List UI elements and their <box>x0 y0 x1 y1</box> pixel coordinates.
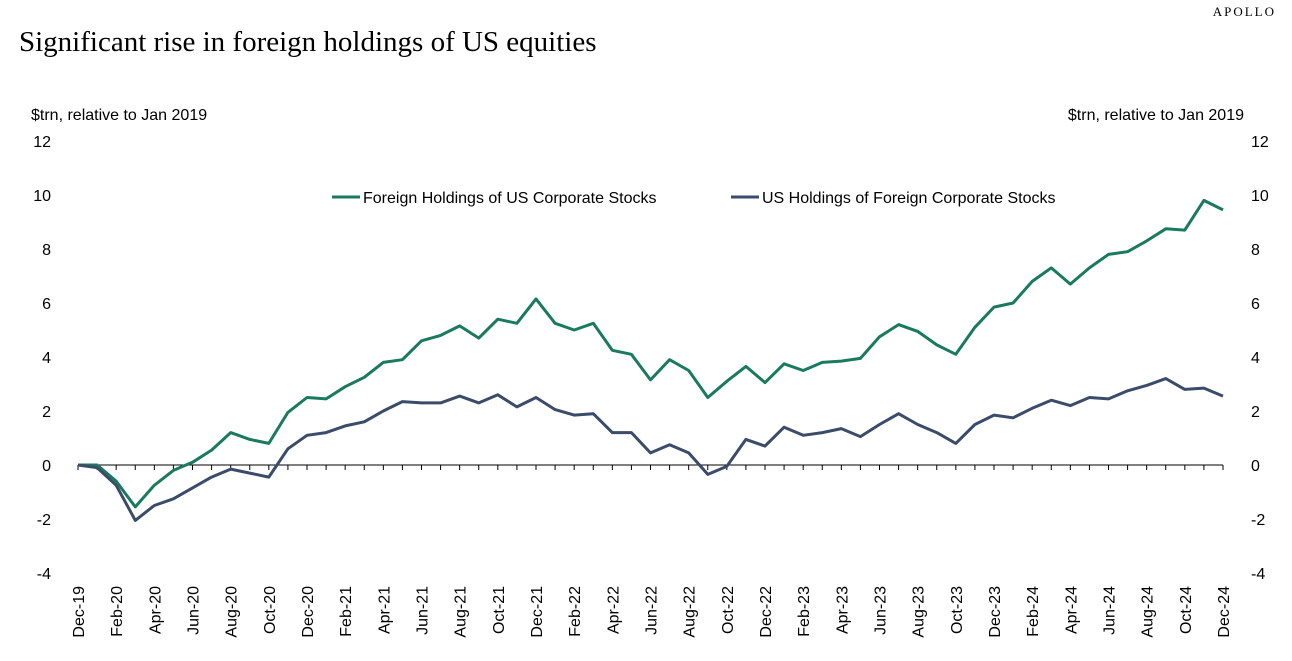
x-tick-label: Feb-23 <box>796 586 813 637</box>
series-line-2 <box>77 377 1224 522</box>
x-tick-label: Dec-20 <box>300 586 317 638</box>
legend-label: Foreign Holdings of US Corporate Stocks <box>363 190 656 207</box>
y-tick-label-right: 6 <box>1251 296 1260 313</box>
x-tick-label: Jun-21 <box>415 586 432 635</box>
x-tick-label: Dec-21 <box>529 586 546 638</box>
x-tick-label: Jun-22 <box>644 586 661 635</box>
x-tick-label: Oct-22 <box>720 586 737 634</box>
y-tick-label-right: 8 <box>1251 242 1260 259</box>
x-tick-label: Oct-21 <box>491 586 508 634</box>
x-tick-label: Apr-22 <box>605 586 622 634</box>
x-tick-label: Feb-20 <box>109 586 126 637</box>
x-tick-label: Aug-23 <box>911 586 928 638</box>
y-tick-label-left: 6 <box>42 296 51 313</box>
brand-logo: APOLLO <box>1212 4 1276 19</box>
x-tick-label: Aug-22 <box>682 586 699 638</box>
x-tick-label: Oct-20 <box>262 586 279 634</box>
x-tick-label: Jun-23 <box>873 586 890 635</box>
x-tick-label: Aug-21 <box>453 586 470 638</box>
y-tick-label-right: 12 <box>1251 134 1269 151</box>
series-group <box>77 198 1224 522</box>
y-tick-label-left: 12 <box>33 134 51 151</box>
x-tick-label: Jun-24 <box>1102 586 1119 635</box>
y-tick-label-right: 2 <box>1251 404 1260 421</box>
y-tick-label-left: 8 <box>42 242 51 259</box>
legend: Foreign Holdings of US Corporate Stocks U… <box>332 190 1055 207</box>
x-tick-label: Aug-24 <box>1140 586 1157 638</box>
y-tick-label-left: 10 <box>33 188 51 205</box>
y-tick-label-left: -2 <box>37 512 51 529</box>
x-tick-label: Dec-23 <box>987 586 1004 638</box>
y-tick-label-right: -4 <box>1251 566 1265 583</box>
y-tick-label-right: 4 <box>1251 350 1260 367</box>
x-tick-label: Dec-22 <box>758 586 775 638</box>
y-tick-label-right: 10 <box>1251 188 1269 205</box>
y-tick-label-left: 2 <box>42 404 51 421</box>
y-axis-right: -4 -2 0 2 4 6 8 10 12 <box>1251 134 1269 583</box>
x-tick-label: Oct-23 <box>949 586 966 634</box>
x-tick-label: Feb-24 <box>1025 586 1042 637</box>
series-line-1 <box>78 198 1224 509</box>
y-axis-left-label: $trn, relative to Jan 2019 <box>31 107 208 124</box>
y-axis-left: -4 -2 0 2 4 6 8 10 12 <box>33 134 51 583</box>
x-tick-label: Apr-21 <box>376 586 393 634</box>
y-tick-label-left: -4 <box>37 566 51 583</box>
x-tick-label: Aug-20 <box>224 586 241 638</box>
x-tick-label: Dec-24 <box>1216 586 1233 638</box>
x-tick-label: Apr-20 <box>147 586 164 634</box>
x-tick-label: Feb-22 <box>567 586 584 637</box>
legend-label: US Holdings of Foreign Corporate Stocks <box>762 190 1055 207</box>
chart-title: Significant rise in foreign holdings of … <box>19 26 597 58</box>
x-tick-label: Oct-24 <box>1178 586 1195 634</box>
y-tick-label-left: 0 <box>42 458 51 475</box>
x-tick-label: Feb-21 <box>338 586 355 637</box>
y-axis-right-label: $trn, relative to Jan 2019 <box>1067 107 1244 124</box>
x-tick-label: Apr-24 <box>1063 586 1080 634</box>
y-tick-label-right: -2 <box>1251 512 1265 529</box>
x-tick-label: Jun-20 <box>186 586 203 635</box>
x-tick-label: Dec-19 <box>71 586 88 638</box>
y-tick-label-left: 4 <box>42 350 51 367</box>
x-axis: Dec-19 Feb-20 Apr-20 Jun-20 Aug-20 Oct-20 Dec-… <box>71 465 1233 638</box>
x-tick-label: Apr-23 <box>834 586 851 634</box>
y-tick-label-right: 0 <box>1251 458 1260 475</box>
